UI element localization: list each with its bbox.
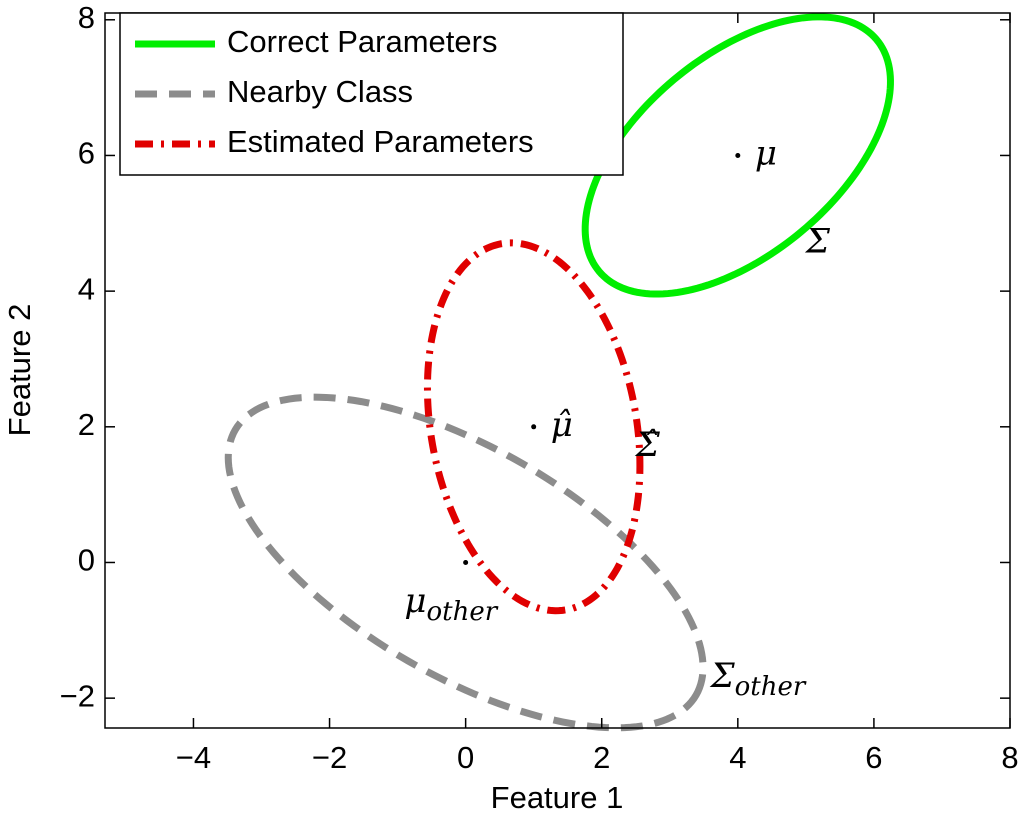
annotation-text: μ: [755, 133, 777, 173]
legend-label: Correct Parameters: [227, 24, 497, 59]
annotation-text: Σ: [804, 222, 831, 262]
legend-label: Estimated Parameters: [227, 124, 534, 159]
annotation: Σ̂: [634, 425, 661, 465]
annotation-text: Σ̂: [634, 425, 661, 465]
y-axis-label: Feature 2: [2, 304, 37, 437]
center-dot: [735, 152, 741, 158]
legend: Correct Parameters Nearby Class Estimated …: [119, 12, 624, 176]
annotation: Σ: [804, 222, 831, 262]
x-tick-label: 0: [457, 740, 474, 775]
x-tick-label: 6: [865, 740, 882, 775]
y-tick-label: −2: [60, 678, 95, 713]
x-tick-label: 2: [593, 740, 610, 775]
annotation: μ: [755, 133, 777, 173]
y-tick-label: 8: [78, 0, 95, 35]
y-tick-label: 6: [78, 136, 95, 171]
annotation-text: μ̂: [551, 405, 573, 445]
x-tick-label: −2: [312, 740, 347, 775]
annotation-subscript: other: [427, 597, 499, 627]
y-tick-label: 2: [78, 407, 95, 442]
y-tick-label: 0: [78, 543, 95, 578]
legend-label: Nearby Class: [227, 74, 413, 109]
annotation: Σother: [709, 656, 807, 702]
x-tick-label: −4: [176, 740, 211, 775]
ellipse: [423, 239, 644, 615]
annotation: μ̂: [551, 405, 573, 445]
center-dot: [531, 424, 537, 430]
annotation-subscript: other: [735, 672, 807, 702]
center-dot: [463, 559, 469, 565]
annotation-text: μ: [404, 581, 426, 621]
annotation: μother: [404, 581, 498, 627]
ellipse: [581, 13, 894, 298]
x-tick-label: 8: [1001, 740, 1018, 775]
legend-box: [119, 12, 624, 176]
annotation-text: Σ: [709, 656, 736, 696]
x-tick-label: 4: [729, 740, 746, 775]
x-axis-label: Feature 1: [491, 780, 624, 815]
y-tick-label: 4: [78, 271, 95, 306]
